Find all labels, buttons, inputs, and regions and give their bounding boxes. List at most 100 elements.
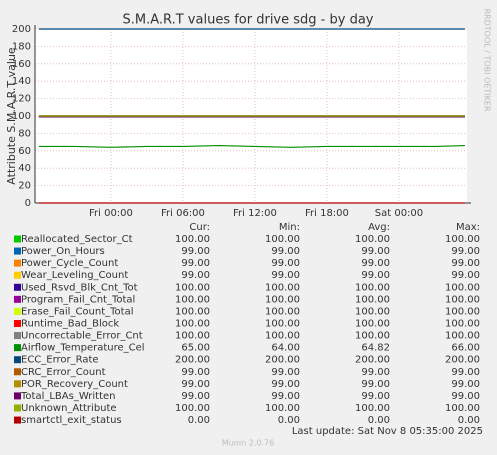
legend-swatch: [14, 368, 21, 376]
y-tick-label: 40: [18, 163, 31, 174]
legend-stat: 0.00: [368, 415, 390, 426]
legend-stat: 100.00: [265, 294, 300, 305]
legend-stat: 100.00: [175, 294, 210, 305]
legend-label: Airflow_Temperature_Cel: [21, 343, 145, 354]
legend-stat: 99.00: [271, 379, 300, 390]
legend-swatch: [14, 332, 21, 340]
legend-stat: 0.00: [458, 415, 480, 426]
legend-stat: 100.00: [265, 331, 300, 342]
legend-stat: 99.00: [451, 258, 480, 269]
legend-stat: 100.00: [175, 306, 210, 317]
legend-stat: 100.00: [445, 331, 480, 342]
y-tick-label: 100: [12, 111, 31, 122]
legend-swatch: [14, 247, 21, 255]
legend-label: POR_Recovery_Count: [21, 379, 128, 390]
legend-label: Total_LBAs_Written: [20, 391, 116, 402]
legend-label: Power_Cycle_Count: [21, 258, 118, 269]
legend-stat: 100.00: [445, 294, 480, 305]
legend-label: smartctl_exit_status: [21, 415, 122, 426]
column-header: Avg:: [368, 222, 390, 233]
legend-swatch: [14, 271, 21, 279]
legend-label: Program_Fail_Cnt_Total: [21, 294, 135, 305]
legend-swatch: [14, 235, 21, 243]
legend-stat: 99.00: [181, 367, 210, 378]
legend-label: Unknown_Attribute: [21, 403, 117, 414]
y-axis-label: Attribute S.M.A.R.T value: [5, 47, 18, 185]
legend-stat: 100.00: [355, 318, 390, 329]
column-header: Min:: [279, 222, 300, 233]
legend-swatch: [14, 319, 21, 327]
legend-label: Runtime_Bad_Block: [21, 318, 119, 329]
legend-stat: 99.00: [361, 379, 390, 390]
legend-swatch: [14, 380, 21, 388]
legend-stat: 200.00: [265, 355, 300, 366]
legend-stat: 100.00: [175, 403, 210, 414]
legend-stat: 100.00: [355, 403, 390, 414]
legend-stat: 100.00: [445, 282, 480, 293]
legend-stat: 99.00: [271, 367, 300, 378]
legend-stat: 66.00: [451, 343, 480, 354]
legend-label: Erase_Fail_Count_Total: [21, 306, 134, 317]
legend-stat: 200.00: [445, 355, 480, 366]
legend-stat: 100.00: [355, 282, 390, 293]
legend-stat: 100.00: [175, 282, 210, 293]
legend-stat: 100.00: [355, 294, 390, 305]
legend-stat: 99.00: [271, 246, 300, 257]
legend-stat: 0.00: [278, 415, 300, 426]
legend-stat: 99.00: [271, 391, 300, 402]
y-tick-label: 80: [18, 128, 31, 139]
x-tick-label: Fri 12:00: [233, 208, 277, 219]
legend-stat: 100.00: [355, 331, 390, 342]
legend-stat: 99.00: [451, 391, 480, 402]
y-tick-label: 120: [12, 94, 31, 105]
legend-stat: 64.82: [361, 343, 390, 354]
series-line: [38, 144, 465, 148]
legend-stat: 99.00: [181, 270, 210, 281]
x-tick-label: Fri 06:00: [161, 208, 205, 219]
y-tick-label: 180: [12, 41, 31, 52]
legend-stat: 99.00: [181, 246, 210, 257]
x-tick-label: Sat 00:00: [375, 208, 423, 219]
legend-stat: 99.00: [271, 270, 300, 281]
y-tick-label: 160: [12, 59, 31, 70]
y-tick-label: 0: [25, 198, 31, 209]
legend-stat: 99.00: [361, 367, 390, 378]
y-tick-label: 140: [12, 76, 31, 87]
legend-swatch: [14, 259, 21, 267]
legend-stat: 99.00: [451, 367, 480, 378]
legend-stat: 100.00: [175, 331, 210, 342]
legend-swatch: [14, 307, 21, 315]
legend-stat: 99.00: [271, 258, 300, 269]
legend-swatch: [14, 344, 21, 352]
legend-label: ECC_Error_Rate: [21, 355, 99, 366]
legend-label: CRC_Error_Count: [21, 367, 106, 378]
legend-swatch: [14, 283, 21, 291]
legend-label: Used_Rsvd_Blk_Cnt_Tot: [21, 282, 138, 293]
legend-stat: 100.00: [265, 282, 300, 293]
legend-label: Reallocated_Sector_Ct: [21, 234, 133, 245]
legend-stat: 0.00: [188, 415, 210, 426]
legend-stat: 64.00: [271, 343, 300, 354]
legend-label: Power_On_Hours: [21, 246, 105, 257]
legend-label: Wear_Leveling_Count: [21, 270, 128, 281]
legend-stat: 99.00: [181, 391, 210, 402]
legend-stat: 100.00: [445, 234, 480, 245]
legend-swatch: [14, 356, 21, 364]
legend-stat: 99.00: [181, 379, 210, 390]
legend-swatch: [14, 404, 21, 412]
legend-stat: 65.00: [181, 343, 210, 354]
legend-stat: 99.00: [451, 246, 480, 257]
legend-stat: 99.00: [361, 391, 390, 402]
legend-stat: 100.00: [445, 403, 480, 414]
legend-stat: 100.00: [355, 306, 390, 317]
legend-stat: 99.00: [181, 258, 210, 269]
legend-swatch: [14, 416, 21, 424]
legend-stat: 200.00: [355, 355, 390, 366]
legend-stat: 100.00: [265, 318, 300, 329]
legend-stat: 99.00: [361, 270, 390, 281]
legend-stat: 99.00: [361, 246, 390, 257]
legend-stat: 100.00: [265, 234, 300, 245]
legend-swatch: [14, 392, 21, 400]
legend-stat: 200.00: [175, 355, 210, 366]
legend-label: Uncorrectable_Error_Cnt: [21, 331, 143, 342]
